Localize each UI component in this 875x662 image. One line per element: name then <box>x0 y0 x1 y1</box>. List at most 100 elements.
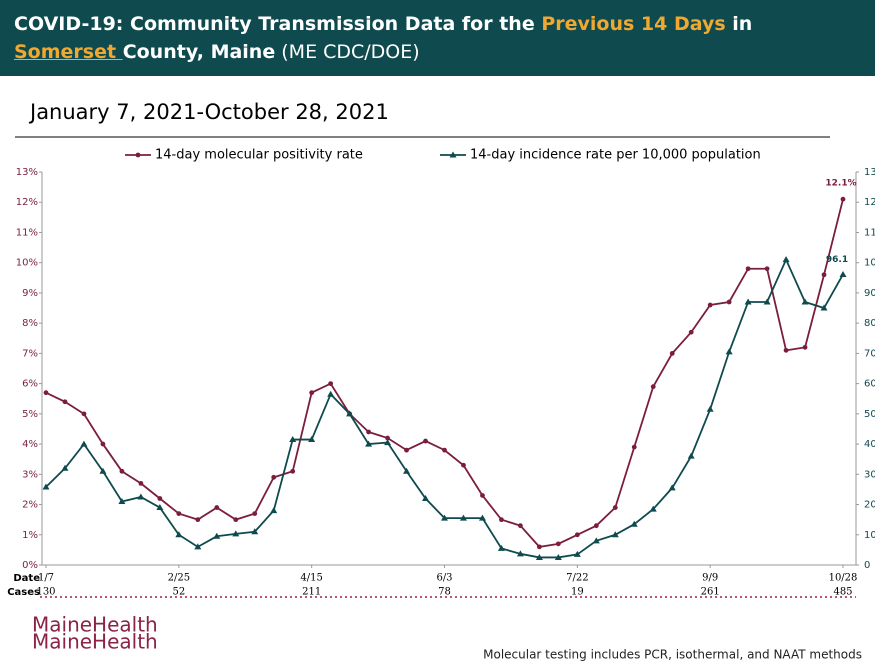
x-tick-label: 4/15 <box>300 573 322 584</box>
marker <box>232 530 240 537</box>
y-tick-label: 11% <box>16 227 38 238</box>
marker <box>441 514 448 521</box>
x-tick-label: 2/25 <box>168 573 190 584</box>
marker <box>156 504 164 511</box>
marker <box>725 348 733 355</box>
marker <box>328 381 334 387</box>
marker <box>80 440 88 447</box>
marker <box>536 544 542 550</box>
y-tick-label: 4% <box>22 439 38 450</box>
marker <box>176 511 182 517</box>
marker <box>289 436 297 443</box>
marker <box>744 298 752 305</box>
marker <box>707 302 713 308</box>
marker <box>783 347 789 353</box>
marker <box>668 484 676 491</box>
marker <box>612 505 618 510</box>
marker <box>573 550 581 557</box>
marker <box>214 505 220 510</box>
marker <box>764 266 770 272</box>
marker <box>554 553 562 560</box>
series-line <box>45 257 844 559</box>
y2-tick-label: 130 <box>864 167 875 178</box>
y2-tick-label: 100 <box>864 258 875 269</box>
y-tick-label: 10% <box>16 258 38 269</box>
y-tick-label: 9% <box>22 288 38 299</box>
marker <box>194 543 202 550</box>
data-label: 12.1% <box>825 179 856 189</box>
y2-tick-label: 120 <box>864 197 875 208</box>
cases-value: 78 <box>438 587 451 598</box>
y2-tick-label: 110 <box>864 227 875 238</box>
marker <box>43 390 49 396</box>
marker <box>839 270 847 277</box>
cases-value: 485 <box>833 587 852 598</box>
title-text: County, Maine <box>122 41 276 63</box>
marker <box>308 436 316 443</box>
marker <box>61 464 69 471</box>
marker <box>81 411 87 417</box>
y2-tick-label: 20 <box>864 500 875 511</box>
y-tick-label: 6% <box>22 379 38 390</box>
county-name: Somerset <box>14 41 123 63</box>
row-label: Date <box>13 573 40 584</box>
marker <box>233 517 239 523</box>
title-highlight: Previous 14 Days <box>541 13 726 35</box>
y-tick-label: 0% <box>22 560 38 571</box>
marker <box>592 537 600 544</box>
marker <box>574 532 580 538</box>
marker <box>535 553 543 560</box>
marker <box>270 507 278 514</box>
x-tick-label: 10/28 <box>829 573 858 584</box>
marker <box>449 151 457 158</box>
series-line <box>45 198 844 548</box>
marker <box>650 384 656 390</box>
title-text: COVID-19: Community Transmission Data fo… <box>14 13 542 35</box>
marker <box>518 523 523 529</box>
marker <box>62 399 68 405</box>
x-tick-label: 6/3 <box>436 573 452 584</box>
marker <box>157 496 163 501</box>
logo: MaineHealth <box>32 630 158 654</box>
marker <box>611 531 619 538</box>
marker <box>461 462 466 468</box>
y2-tick-label: 30 <box>864 469 875 480</box>
marker <box>175 531 183 538</box>
marker <box>309 390 315 396</box>
marker <box>688 329 694 335</box>
marker <box>687 452 695 459</box>
cases-value: 211 <box>302 587 321 598</box>
y-tick-label: 12% <box>16 197 38 208</box>
footnote: Molecular testing includes PCR, isotherm… <box>483 648 862 662</box>
title-source: (ME CDC/DOE) <box>275 41 420 63</box>
cases-value: 19 <box>571 587 584 598</box>
marker <box>346 410 354 417</box>
marker <box>366 429 371 435</box>
header: COVID-19: Community Transmission Data fo… <box>0 0 875 76</box>
data-label: 96.1 <box>826 255 848 265</box>
marker <box>706 405 714 412</box>
x-tick-label: 9/9 <box>702 573 718 584</box>
marker <box>442 447 447 453</box>
cases-value: 52 <box>172 587 185 598</box>
marker <box>403 467 411 474</box>
cases-value: 261 <box>701 587 720 598</box>
y-tick-label: 5% <box>22 409 38 420</box>
marker <box>271 474 277 480</box>
y2-tick-label: 50 <box>864 409 875 420</box>
marker <box>763 298 771 305</box>
marker <box>290 468 296 474</box>
marker <box>478 514 486 521</box>
y2-tick-label: 80 <box>864 318 875 329</box>
legend-label: 14-day incidence rate per 10,000 populat… <box>470 148 761 163</box>
marker <box>820 304 828 311</box>
y2-tick-label: 60 <box>864 379 875 390</box>
marker <box>423 438 428 444</box>
marker <box>365 440 373 447</box>
y-tick-label: 13% <box>16 167 38 178</box>
y-tick-label: 7% <box>22 348 38 359</box>
marker <box>480 493 485 498</box>
title-line: COVID-19: Community Transmission Data fo… <box>14 10 875 38</box>
